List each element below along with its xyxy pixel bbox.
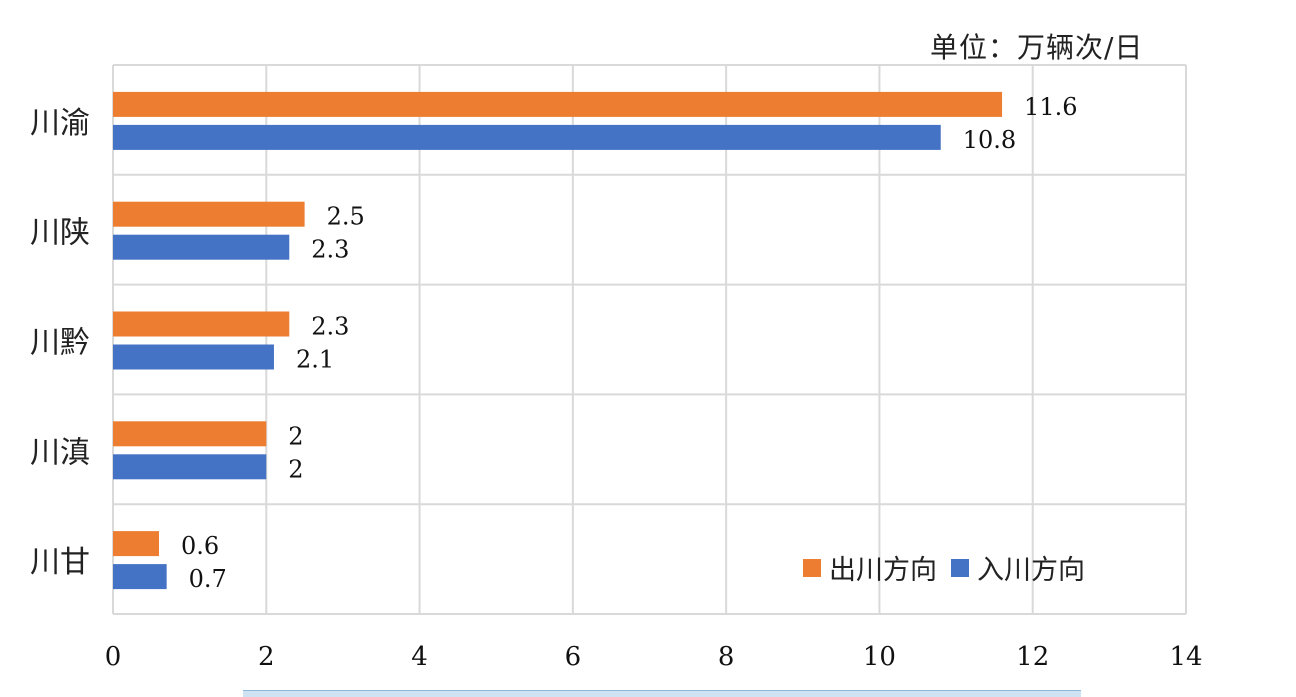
data-label-1-3: 2: [288, 455, 303, 483]
category-label-1: 川陕: [30, 216, 90, 251]
x-tick-label-5: 10: [863, 642, 896, 672]
bar-0-1: [113, 201, 305, 227]
data-label-1-2: 2.1: [296, 346, 334, 374]
grid: [112, 64, 1187, 615]
x-tick-label-6: 12: [1016, 642, 1049, 672]
legend-label-inbound: 入川方向: [977, 555, 1085, 586]
category-label-2: 川黔: [30, 326, 90, 361]
bar-0-3: [113, 421, 267, 447]
x-tick-label-7: 14: [1169, 642, 1202, 672]
legend-item-outbound: 出川方向: [803, 548, 937, 587]
unit-label: 单位：万辆次/日: [930, 31, 1144, 64]
bar-0-4: [113, 531, 159, 557]
bar-1-2: [113, 344, 274, 370]
bar-1-0: [113, 124, 941, 150]
data-label-1-0: 10.8: [963, 126, 1016, 154]
legend-swatch-outbound: [803, 558, 821, 577]
category-label-0: 川渝: [30, 106, 90, 141]
bar-0-0: [113, 91, 1003, 117]
data-labels: 11.6 10.8 2.5 2.3 2.3 2.1 2 2 0.6 0.7: [181, 93, 1078, 593]
data-label-0-1: 2.5: [327, 203, 365, 231]
category-label-4: 川甘: [30, 545, 90, 580]
bar-1-3: [113, 454, 267, 480]
data-label-0-2: 2.3: [311, 313, 349, 341]
data-label-1-4: 0.7: [189, 565, 227, 593]
data-label-0-3: 2: [288, 422, 303, 450]
x-tick-label-1: 2: [258, 642, 275, 672]
bar-1-1: [113, 234, 290, 260]
category-label-3: 川滇: [30, 435, 90, 470]
data-label-1-1: 2.3: [311, 236, 349, 264]
data-label-0-4: 0.6: [181, 532, 219, 560]
x-tick-label-0: 0: [105, 642, 122, 672]
legend-label-outbound: 出川方向: [829, 555, 937, 586]
data-label-0-0: 11.6: [1024, 93, 1077, 121]
legend-swatch-inbound: [951, 558, 969, 577]
x-tick-label-3: 6: [565, 642, 582, 672]
legend: 出川方向 入川方向: [803, 548, 1099, 587]
bottom-strip: [243, 690, 1081, 697]
bars: [113, 91, 1003, 590]
bar-1-4: [113, 564, 167, 590]
x-tick-labels: 0 2 4 6 8 10 12 14: [105, 642, 1203, 672]
bar-0-2: [113, 311, 290, 337]
x-tick-label-4: 8: [718, 642, 735, 672]
x-tick-label-2: 4: [411, 642, 428, 672]
legend-item-inbound: 入川方向: [951, 548, 1085, 587]
